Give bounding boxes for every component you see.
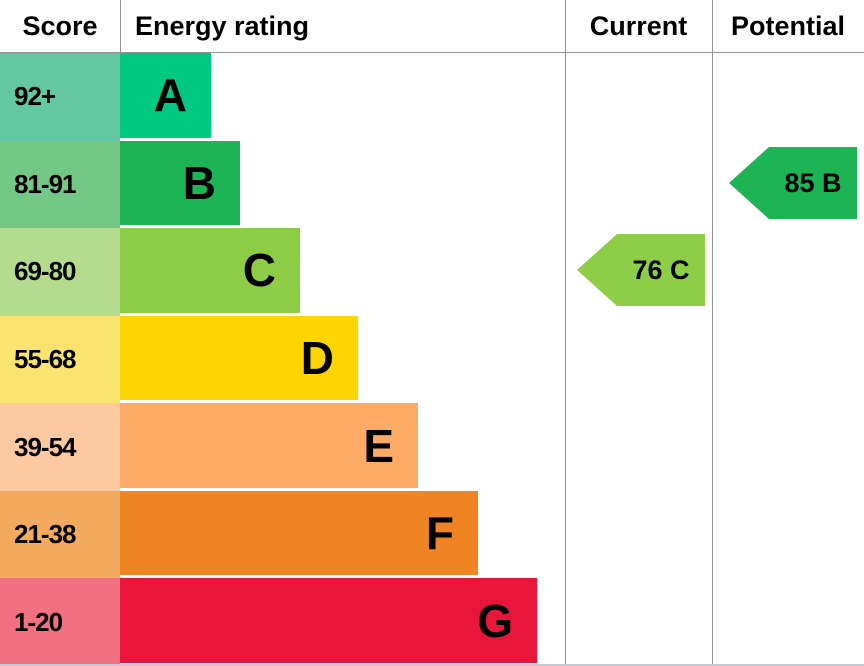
bar-area-a: A <box>120 53 864 141</box>
bar-area-g: G <box>120 578 864 666</box>
band-row-f: 21-38 F <box>0 490 864 579</box>
band-row-c: 69-80 C <box>0 228 864 316</box>
header-potential: Potential <box>730 10 845 41</box>
band-bar-g: G <box>120 578 537 664</box>
bar-area-e: E <box>120 403 864 491</box>
band-bar-a: A <box>120 53 211 138</box>
band-bar-d: D <box>120 315 358 401</box>
score-range-d: 55-68 <box>0 315 120 404</box>
score-range-e: 39-54 <box>0 403 120 491</box>
band-bar-b: B <box>120 140 240 226</box>
band-row-e: 39-54 E <box>0 403 864 491</box>
current-column-divider <box>565 0 566 666</box>
score-range-g: 1-20 <box>0 578 120 666</box>
score-range-b: 81-91 <box>0 140 120 229</box>
band-row-b: 81-91 B <box>0 140 864 229</box>
bar-area-f: F <box>120 490 864 579</box>
header-current: Current <box>589 10 688 41</box>
band-bar-e: E <box>120 403 418 488</box>
header-score: Score <box>22 10 98 41</box>
band-bar-f: F <box>120 490 478 576</box>
header-divider <box>0 52 864 53</box>
band-row-g: 1-20 G <box>0 578 864 666</box>
potential-column-divider <box>712 0 713 666</box>
band-bar-c: C <box>120 228 300 313</box>
bar-area-d: D <box>120 315 864 404</box>
score-range-c: 69-80 <box>0 228 120 316</box>
potential-rating-marker: 85 B <box>729 147 857 219</box>
band-row-a: 92+ A <box>0 53 864 141</box>
potential-rating-label: 85 B <box>784 167 842 198</box>
bar-area-c: C <box>120 228 864 316</box>
current-rating-label: 76 C <box>632 254 690 285</box>
left-arrow-icon <box>729 147 857 219</box>
score-range-f: 21-38 <box>0 490 120 579</box>
band-row-d: 55-68 D <box>0 315 864 404</box>
left-arrow-icon <box>577 234 705 306</box>
band-rows: 92+ A 81-91 B 69-80 C 55-68 D 39-54 E 21-38 F 1-20 G <box>0 53 864 666</box>
chart-bottom-border <box>0 664 864 666</box>
header-energy-rating: Energy rating <box>135 10 310 41</box>
score-column-divider <box>120 0 121 52</box>
chart-header: Score Energy rating Current Potential <box>0 0 864 52</box>
current-rating-marker: 76 C <box>577 234 705 306</box>
bar-area-b: B <box>120 140 864 229</box>
score-range-a: 92+ <box>0 53 120 141</box>
